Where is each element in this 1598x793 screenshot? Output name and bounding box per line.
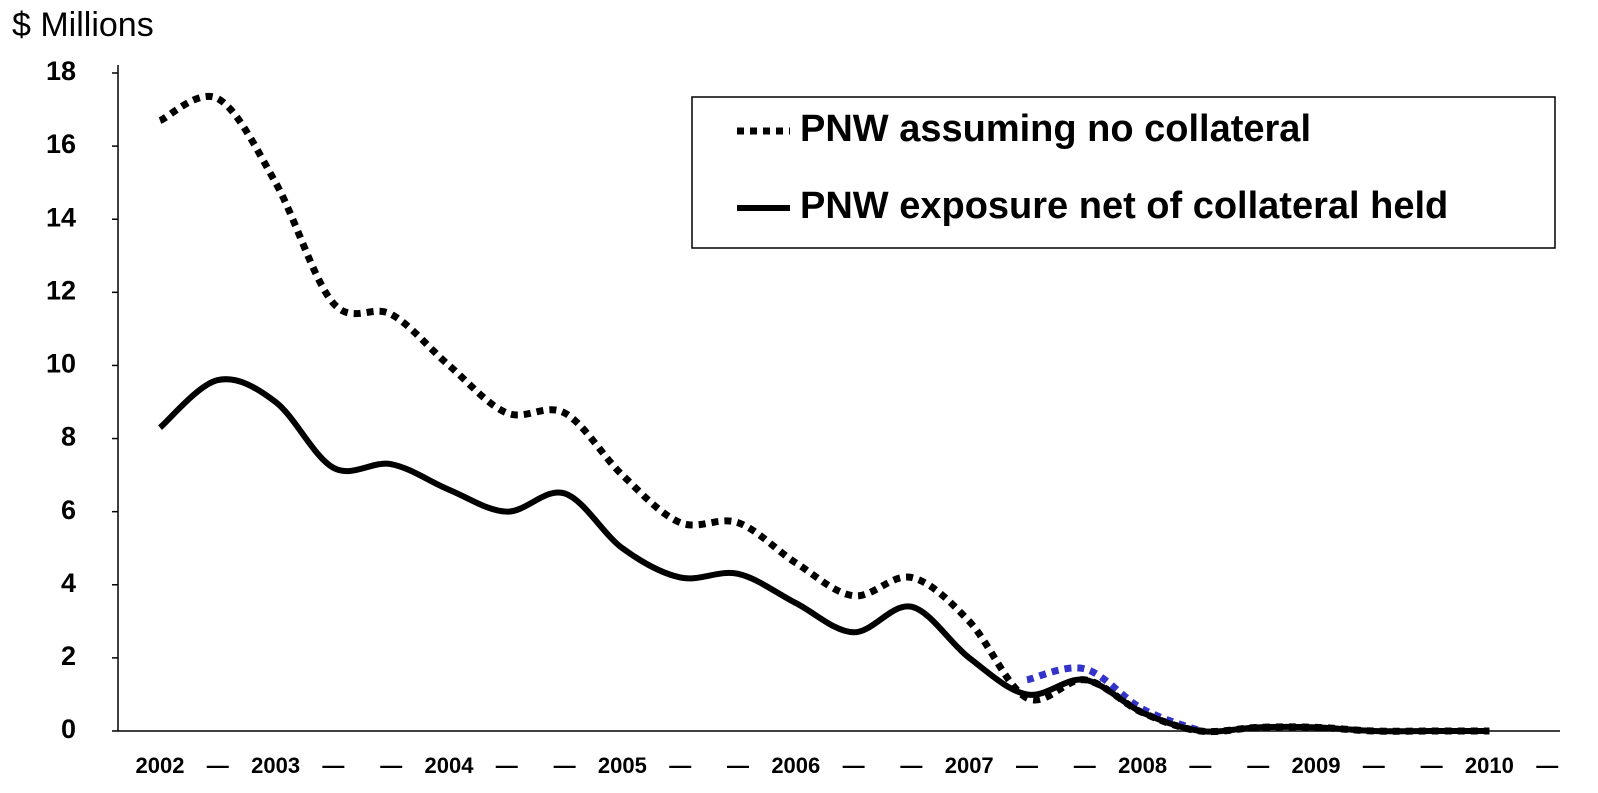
y-tick-label: 8 [61,422,76,452]
x-tick-label: 2003 [251,753,300,778]
y-tick-label: 16 [46,129,76,159]
x-tick-label: — [554,753,576,778]
legend-box [691,96,1556,249]
y-tick-label: 6 [61,495,76,525]
x-tick-label: — [1189,753,1211,778]
x-tick-label: 2007 [945,753,994,778]
y-tick-label: 10 [46,349,76,379]
y-tick-label: 12 [46,275,76,305]
x-tick-label: — [322,753,344,778]
x-tick-label: 2004 [425,753,475,778]
x-tick-label: — [727,753,749,778]
x-tick-label: — [843,753,865,778]
legend-label: PNW exposure net of collateral held [800,185,1448,227]
legend-label: PNW assuming no collateral [800,108,1311,150]
x-tick-label: — [1016,753,1038,778]
x-tick-label: — [1536,753,1558,778]
x-tick-label: 2010 [1465,753,1514,778]
line-series [157,376,1490,735]
x-tick-label: 2005 [598,753,647,778]
x-tick-label: — [1363,753,1385,778]
y-tick-label: 2 [61,641,76,671]
x-tick-label: 2002 [136,753,185,778]
x-tick-label: 2006 [771,753,820,778]
y-tick-label: 14 [46,202,76,232]
x-tick-label: — [669,753,691,778]
y-tick-label: 0 [61,714,76,744]
x-tick-label: — [496,753,518,778]
line-series [1026,664,1202,735]
x-tick-label: — [900,753,922,778]
x-tick-label: — [380,753,402,778]
x-tick-label: — [207,753,229,778]
line-series [158,92,1490,736]
x-tick-label: — [1421,753,1443,778]
x-tick-label: 2009 [1292,753,1341,778]
x-tick-label: — [1247,753,1269,778]
y-tick-label: 4 [61,568,76,598]
y-tick-label: 18 [46,56,76,86]
x-tick-label: — [1074,753,1096,778]
y-axis-label: $ Millions [12,6,154,44]
x-tick-label: 2008 [1118,753,1167,778]
